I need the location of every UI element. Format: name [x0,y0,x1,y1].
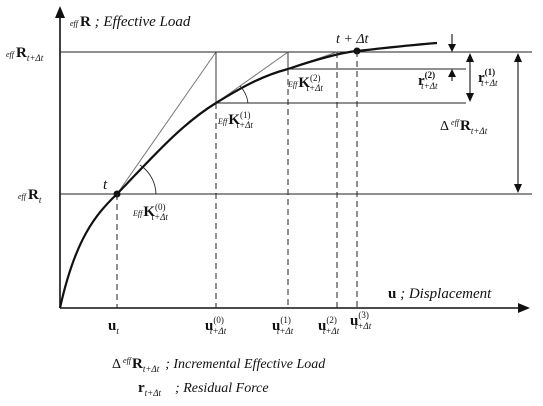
tangent-line-0 [116,51,217,195]
angle-arc-1 [239,85,249,104]
angle-arc-0 [139,164,157,195]
r2-arrowhead-up [448,69,456,77]
point-t-dt-label: t + Δt [336,32,370,47]
r1-label: r(1) t+Δt [478,67,498,88]
stiffness-label-1: EffK(1) t+Δt [217,110,253,130]
y-tick-r-t-dt: eff Rt+Δt [6,45,44,63]
x-axis-arrowhead [518,303,530,313]
y-tick-r-t: eff Rt [18,187,42,205]
y-axis-label: eff R ; Effective Load [70,14,191,30]
stiffness-label-2: EffK(2) t+Δt [287,73,323,93]
r2-label: r(2) t+Δt [418,70,438,91]
legend-residual: rt+Δt; Residual Force [138,380,269,398]
x-tick-u1: u(1) t+Δt [272,315,294,336]
y-axis-arrowhead [55,6,65,18]
delta-r-arrowhead-up [514,53,522,62]
r2-arrowhead-down [448,44,456,52]
delta-r-arrowhead-down [514,184,522,193]
x-tick-u0: u(0) t+Δt [205,315,227,336]
x-tick-u3: u(3) t+Δt [350,310,372,331]
x-axis-label: u ; Displacement [388,286,492,302]
x-tick-u2: u(2) t+Δt [318,315,340,336]
x-tick-ut: ut [108,318,119,336]
r1-arrowhead-down [466,93,474,102]
r1-arrowhead-up [466,53,474,62]
stiffness-label-0: EffK(0) t+Δt [132,202,168,222]
point-t-label: t [103,177,108,193]
